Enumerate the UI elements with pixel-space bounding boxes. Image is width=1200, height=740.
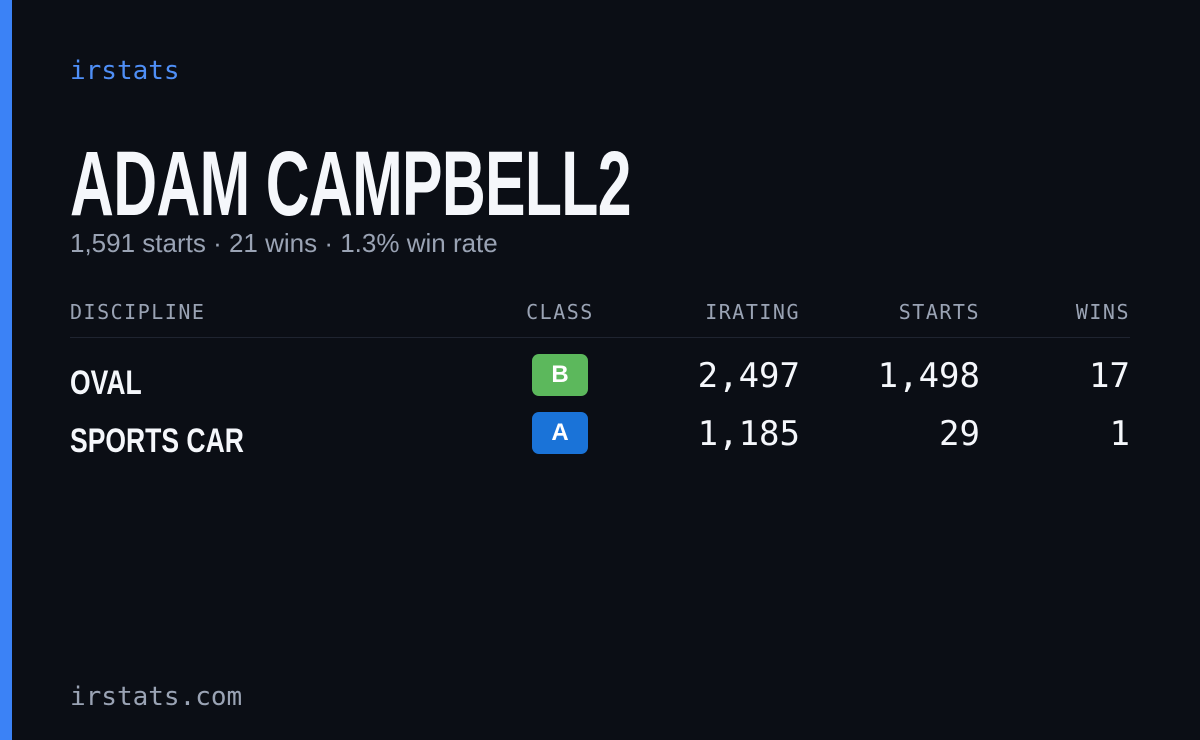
column-header: STARTS <box>898 300 980 324</box>
column-header: IRATING <box>705 300 800 324</box>
class-badge: B <box>532 354 588 396</box>
column-header: CLASS <box>526 300 594 324</box>
stat-value: 2,497 <box>697 356 800 396</box>
column-header: DISCIPLINE <box>70 300 206 324</box>
discipline: SPORTS CAR <box>70 422 244 460</box>
discipline: OVAL <box>70 364 142 402</box>
title: ADAM CAMPBELL2 <box>70 133 632 235</box>
brand: irstats <box>70 56 180 86</box>
subtitle: 1,591 starts · 21 wins · 1.3% win rate <box>70 228 498 258</box>
stat-value: 1,498 <box>877 356 980 396</box>
stat-value: 17 <box>1089 356 1130 396</box>
class-badge: A <box>532 412 588 454</box>
stat-value: 1 <box>1109 414 1130 454</box>
stat-value: 29 <box>939 414 980 454</box>
footer: irstats.com <box>70 682 243 712</box>
stat-value: 1,185 <box>697 414 800 454</box>
divider <box>70 337 1130 338</box>
accent-bar <box>0 0 12 740</box>
column-header: WINS <box>1075 300 1130 324</box>
